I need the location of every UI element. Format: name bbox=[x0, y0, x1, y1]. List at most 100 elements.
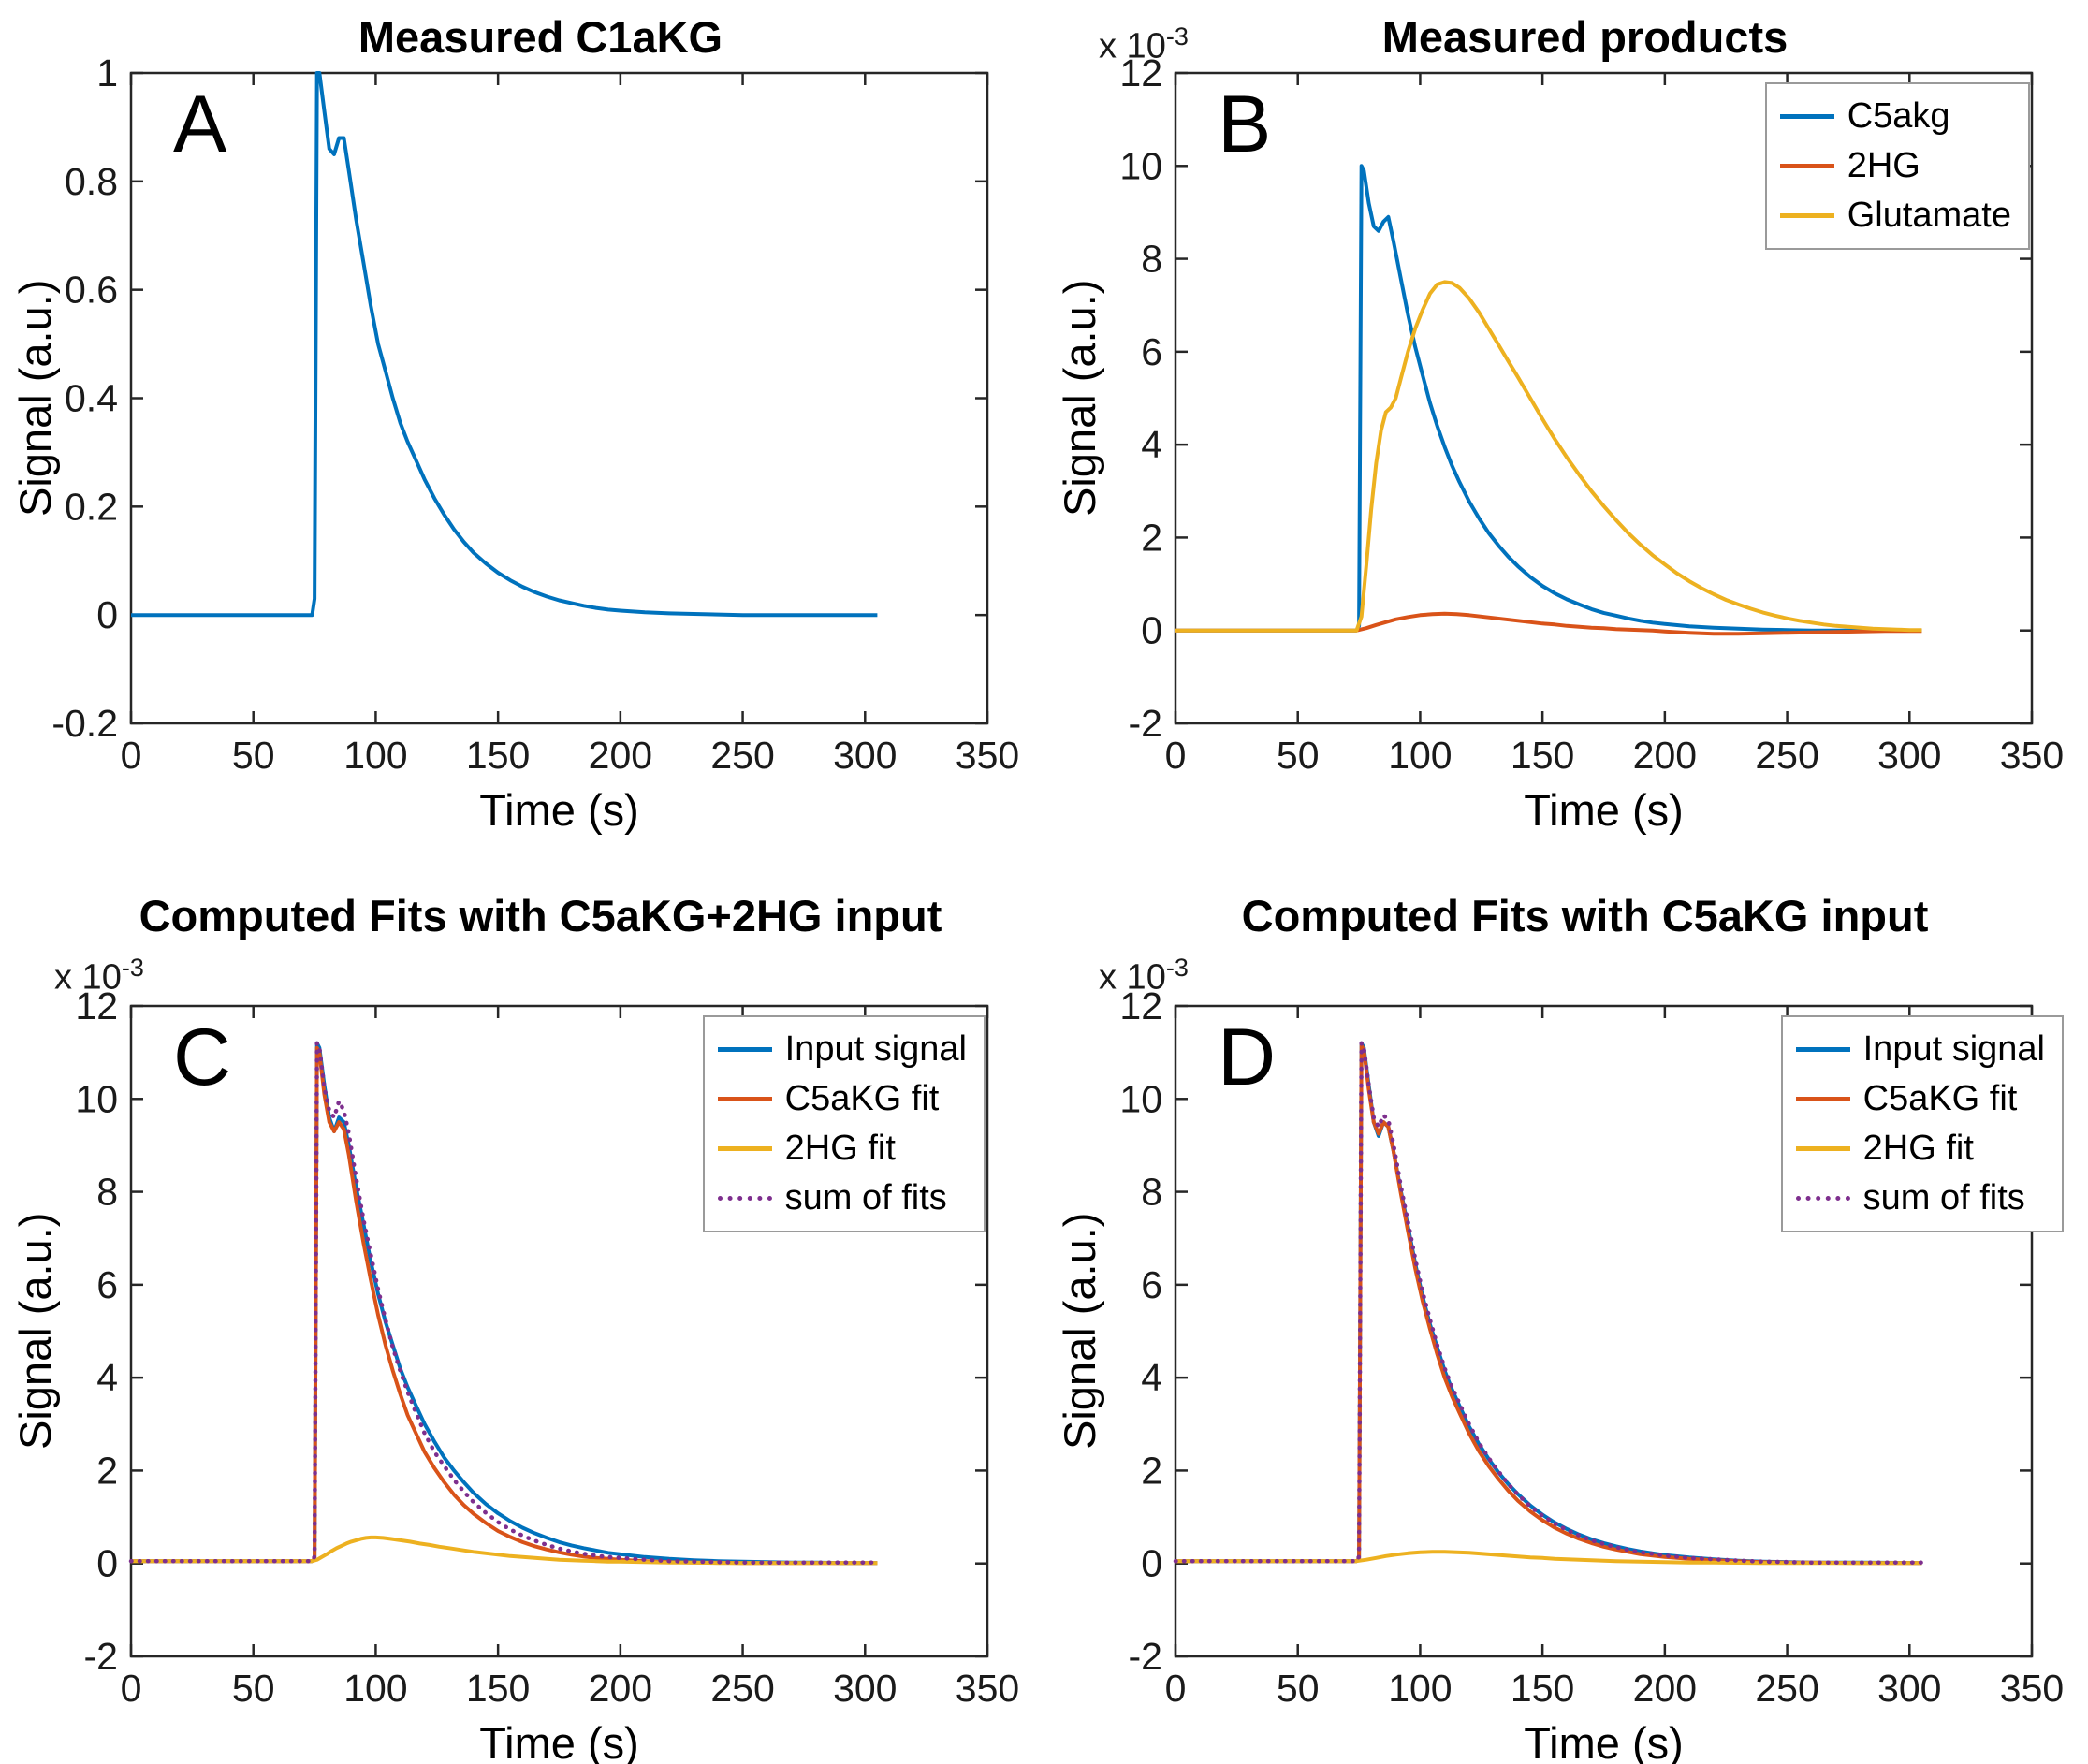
x-tick-label: 200 bbox=[1633, 1667, 1697, 1710]
panel-c-title: Computed Fits with C5aKG+2HG input bbox=[139, 891, 942, 940]
panel-b-x-axis-label: Time (s) bbox=[1524, 785, 1684, 835]
axes-box bbox=[129, 1004, 989, 1658]
panel-a-letter: A bbox=[173, 80, 227, 169]
y-tick-label: 6 bbox=[1141, 1263, 1162, 1306]
panel-a-x-axis-label: Time (s) bbox=[479, 785, 639, 835]
x-tick-label: 350 bbox=[2000, 734, 2064, 777]
exponent-base: x 10 bbox=[1099, 26, 1166, 66]
panel-d-x-axis-label: Time (s) bbox=[1524, 1718, 1684, 1764]
exponent-power: -3 bbox=[1165, 22, 1189, 51]
legend-entry: 2HG fit bbox=[1795, 1124, 2045, 1174]
legend-line-sample bbox=[1795, 1146, 1850, 1151]
y-tick-label: 0 bbox=[96, 1542, 118, 1585]
x-tick-label: 300 bbox=[1877, 1667, 1941, 1710]
y-tick-label: 10 bbox=[1119, 144, 1162, 187]
x-tick-label: 100 bbox=[343, 734, 407, 777]
x-tick-label: 250 bbox=[1755, 1667, 1818, 1710]
axes-box bbox=[1174, 71, 2034, 725]
series-2hg-fit bbox=[1175, 1550, 1922, 1566]
y-tick-label: 6 bbox=[1141, 330, 1162, 373]
legend-entry-label: 2HG fit bbox=[784, 1129, 896, 1168]
y-tick-label: 0.8 bbox=[65, 160, 118, 203]
x-tick-label: 150 bbox=[466, 1667, 530, 1710]
y-tick-label: 10 bbox=[1119, 1077, 1162, 1120]
legend-entry: C5aKG fit bbox=[717, 1074, 967, 1124]
y-tick-label: 12 bbox=[75, 984, 118, 1028]
legend-entry-label: C5akg bbox=[1847, 96, 1950, 136]
panel-d-title: Computed Fits with C5aKG input bbox=[1241, 891, 1929, 940]
legend-entry: Input signal bbox=[717, 1025, 967, 1074]
legend-entry: C5akg bbox=[1779, 92, 2011, 141]
x-tick-label: 300 bbox=[1877, 734, 1941, 777]
y-tick-label: 8 bbox=[1141, 1171, 1162, 1214]
x-tick-label: 200 bbox=[589, 734, 652, 777]
x-tick-label: 250 bbox=[710, 734, 774, 777]
x-tick-label: 0 bbox=[1165, 1667, 1187, 1710]
panel-c-y-exponent: x 10-3 bbox=[54, 954, 144, 999]
x-tick-label: 150 bbox=[466, 734, 530, 777]
series-sum-of-fits bbox=[128, 1041, 880, 1565]
y-tick-label: -2 bbox=[84, 1635, 118, 1678]
x-tick-label: 300 bbox=[833, 734, 897, 777]
x-tick-label: 350 bbox=[956, 734, 1019, 777]
panel-b-y-axis-label: Signal (a.u.) bbox=[1055, 279, 1104, 518]
panel-b-letter: B bbox=[1218, 80, 1272, 169]
y-tick-label: 4 bbox=[96, 1356, 118, 1399]
legend-entry-label: sum of fits bbox=[1862, 1178, 2025, 1217]
legend-line-sample bbox=[717, 1146, 772, 1151]
legend-entry-label: Glutamate bbox=[1847, 196, 2011, 235]
exponent-base: x 10 bbox=[1099, 957, 1166, 998]
y-tick-label: 0 bbox=[96, 593, 118, 636]
y-tick-label: 4 bbox=[1141, 1356, 1162, 1399]
legend-entry-label: Input signal bbox=[784, 1029, 967, 1069]
series-sum-of-fits bbox=[1173, 1041, 1924, 1565]
panel-d-y-exponent: x 10-3 bbox=[1099, 954, 1189, 999]
x-tick-label: 200 bbox=[589, 1667, 652, 1710]
y-tick-label: 2 bbox=[1141, 1449, 1162, 1492]
exponent-power: -3 bbox=[1165, 954, 1189, 982]
series-2hg bbox=[1175, 611, 1922, 636]
legend-entry-label: 2HG fit bbox=[1862, 1129, 1974, 1168]
legend-line-sample bbox=[717, 1196, 772, 1201]
panel-a-plot-area: 0 50 100 150 200 250 300 350-0.200.20.40.60.81 bbox=[51, 51, 1019, 777]
legend-line-sample bbox=[717, 1097, 772, 1101]
series-2hg-fit bbox=[131, 1535, 878, 1566]
legend-entry: C5aKG fit bbox=[1795, 1074, 2045, 1124]
panel-b-legend: C5akg 2HG Glutamate bbox=[1764, 82, 2030, 250]
panel-b-title: Measured products bbox=[1381, 12, 1789, 62]
legend-entry: 2HG bbox=[1779, 141, 2011, 191]
x-tick-label: 350 bbox=[2000, 1667, 2064, 1710]
x-tick-label: 50 bbox=[232, 1667, 275, 1710]
y-tick-label: -2 bbox=[1129, 1635, 1162, 1678]
x-tick-label: 0 bbox=[121, 734, 142, 777]
x-tick-label: 150 bbox=[1511, 1667, 1574, 1710]
axes-box bbox=[129, 71, 989, 725]
panel-c-legend: Input signal C5aKG fit 2HG fit sum of fits bbox=[702, 1015, 986, 1232]
x-tick-label: 250 bbox=[1755, 734, 1818, 777]
legend-entry: sum of fits bbox=[717, 1174, 967, 1223]
legend-entry-label: C5aKG fit bbox=[784, 1079, 940, 1118]
x-tick-label: 100 bbox=[1388, 734, 1452, 777]
y-tick-label: 6 bbox=[96, 1263, 118, 1306]
y-tick-label: 2 bbox=[1141, 516, 1162, 559]
panel-d-y-axis-label: Signal (a.u.) bbox=[1055, 1212, 1104, 1451]
legend-line-sample bbox=[1779, 114, 1834, 119]
panel-a: 0 50 100 150 200 250 300 350 -0.2 0 0.2 0.4 0.6 0.8 1 … bbox=[0, 0, 1044, 882]
y-tick-label: 0 bbox=[1141, 1542, 1162, 1585]
panel-d-letter: D bbox=[1218, 1013, 1277, 1102]
y-tick-label: 12 bbox=[1119, 51, 1162, 95]
y-tick-label: 10 bbox=[75, 1077, 118, 1120]
y-tick-label: 0.4 bbox=[65, 377, 118, 420]
series-c1akg bbox=[131, 71, 878, 618]
legend-entry: sum of fits bbox=[1795, 1174, 2045, 1223]
x-tick-label: 300 bbox=[833, 1667, 897, 1710]
x-tick-label: 200 bbox=[1633, 734, 1697, 777]
axes-box bbox=[1174, 1004, 2034, 1658]
x-tick-label: 0 bbox=[121, 1667, 142, 1710]
x-tick-label: 100 bbox=[343, 1667, 407, 1710]
legend-line-sample bbox=[717, 1047, 772, 1052]
